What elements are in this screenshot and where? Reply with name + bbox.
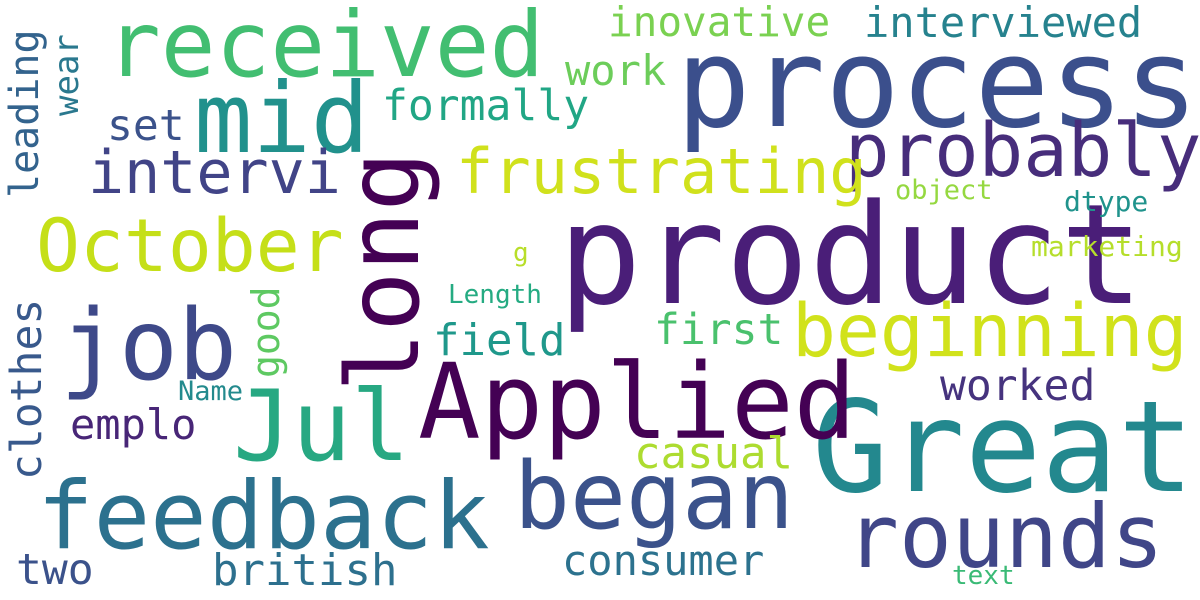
word-marketing: marketing (1031, 230, 1183, 263)
word-g: g (513, 238, 529, 268)
word-product: product (558, 174, 1144, 336)
word-intervi: intervi (88, 138, 341, 208)
word-job: job (60, 289, 238, 403)
word-object: object (895, 175, 993, 206)
word-casual: casual (634, 428, 793, 479)
word-process: process (676, 12, 1199, 156)
word-frustrating: frustrating (456, 135, 867, 208)
word-first: first (654, 305, 784, 355)
word-worked: worked (940, 361, 1096, 411)
word-long: long (325, 151, 442, 392)
word-british: british (212, 545, 398, 596)
word-interviewed: interviewed (864, 0, 1143, 47)
word-set: set (107, 101, 185, 151)
word-two: two (16, 545, 94, 595)
word-rounds: rounds (846, 485, 1164, 588)
word-text: text (952, 561, 1015, 591)
word-beginning: beginning (792, 289, 1188, 374)
word-name: Name (178, 376, 244, 407)
word-mid: mid (194, 62, 370, 175)
word-emplo: emplo (70, 400, 197, 449)
word-great: Great (812, 373, 1195, 521)
word-received: received (106, 0, 545, 98)
word-wear: wear (47, 34, 87, 116)
word-work: work (565, 46, 667, 95)
word-clothes: clothes (2, 298, 52, 480)
word-feedback: feedback (37, 462, 490, 571)
word-length: Length (448, 280, 542, 310)
word-consumer: consumer (562, 536, 765, 585)
word-formally: formally (382, 81, 590, 131)
word-good: good (244, 286, 288, 378)
word-field: field (433, 315, 566, 366)
word-jul: Jul (233, 370, 411, 484)
word-began: began (514, 442, 794, 550)
word-probably: probably (845, 108, 1200, 194)
word-leading: leading (2, 29, 48, 198)
word-inovative: inovative (608, 0, 831, 46)
word-october: October (36, 204, 344, 289)
word-dtype: dtype (1064, 185, 1149, 218)
word-applied: Applied (418, 341, 857, 463)
